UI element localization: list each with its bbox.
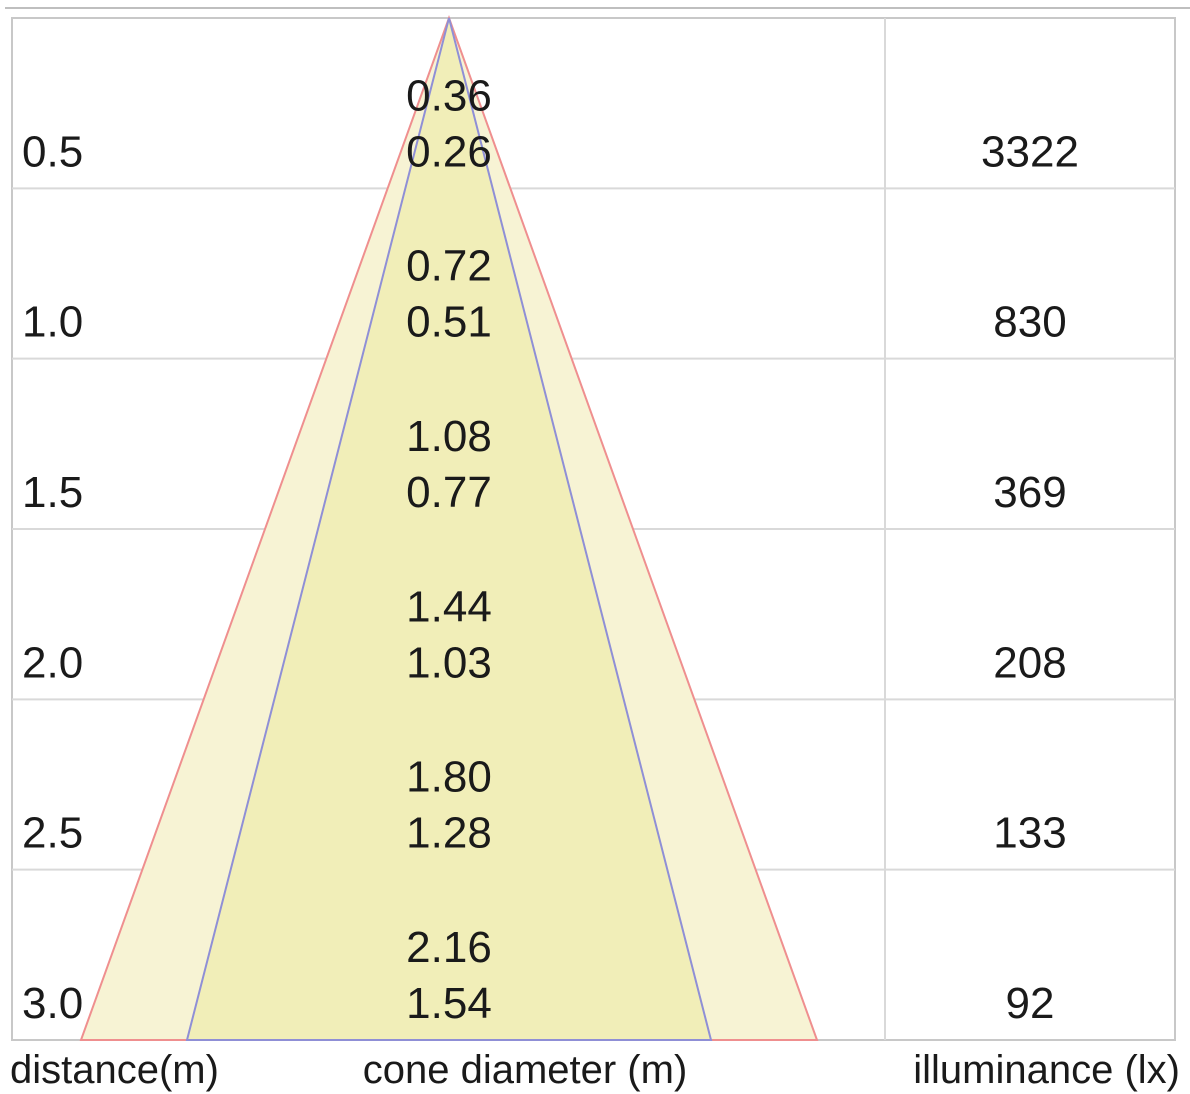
distance-label: 2.5	[22, 809, 83, 858]
inner-cone-diameter-label: 1.54	[406, 979, 492, 1028]
distance-label: 0.5	[22, 127, 83, 176]
cone-diameter-column-header: cone diameter (m)	[363, 1048, 688, 1092]
inner-cone-diameter-label: 0.77	[406, 468, 492, 517]
outer-cone-diameter-label: 1.44	[406, 582, 492, 631]
distance-label: 2.0	[22, 638, 83, 687]
distance-label: 3.0	[22, 979, 83, 1028]
illuminance-value-label: 208	[993, 638, 1066, 687]
illuminance-value-label: 92	[1006, 979, 1055, 1028]
illuminance-value-label: 3322	[981, 127, 1079, 176]
outer-cone-diameter-label: 1.08	[406, 412, 492, 461]
illuminance-value-label: 133	[993, 809, 1066, 858]
outer-cone-diameter-label: 1.80	[406, 753, 492, 802]
inner-cone-diameter-label: 1.28	[406, 809, 492, 858]
distance-column-header: distance(m)	[10, 1048, 219, 1092]
illuminance-value-label: 830	[993, 298, 1066, 347]
illuminance-column-header: illuminance (lx)	[913, 1048, 1180, 1092]
distance-label: 1.0	[22, 298, 83, 347]
outer-cone-diameter-label: 2.16	[406, 923, 492, 972]
inner-cone-diameter-label: 0.26	[406, 127, 492, 176]
row-labels: 0.5 0.36 0.26 3322 1.0 0.72 0.51 830 1.5 1.08 0.77…	[22, 71, 1079, 1028]
inner-cone-diameter-label: 1.03	[406, 638, 492, 687]
distance-label: 1.5	[22, 468, 83, 517]
outer-cone-diameter-label: 0.72	[406, 242, 492, 291]
inner-beam-cone	[185, 17, 713, 1041]
illuminance-value-label: 369	[993, 468, 1066, 517]
outer-cone-diameter-label: 0.36	[406, 71, 492, 120]
inner-cone-diameter-label: 0.51	[406, 298, 492, 347]
